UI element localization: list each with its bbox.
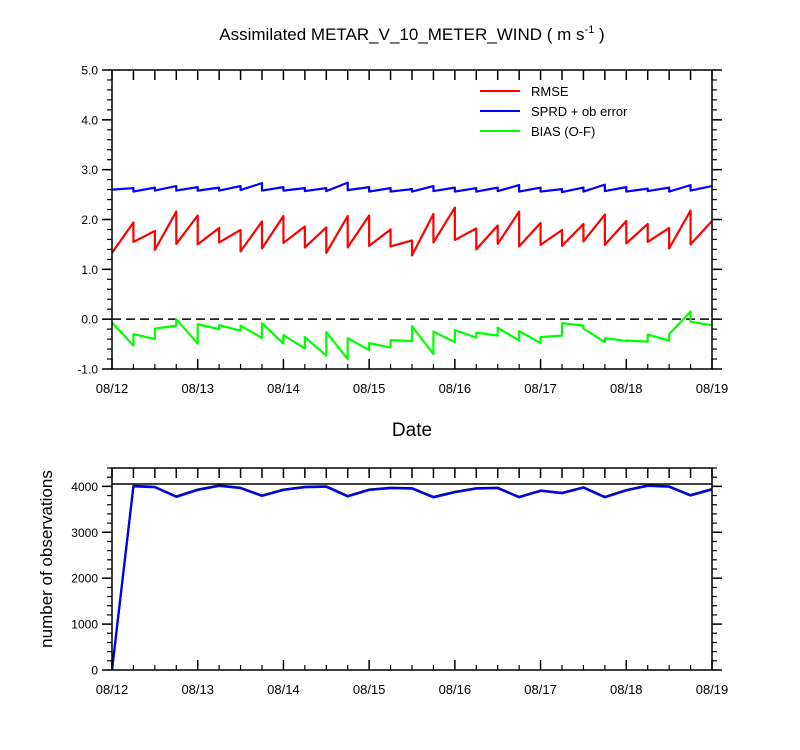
x-tick-label: 08/19 <box>696 682 729 697</box>
plot-frame <box>111 467 713 671</box>
y-tick-label: 1.0 <box>81 263 98 277</box>
bias-rmse-chart: Assimilated METAR_V_10_METER_WIND ( m s-… <box>77 24 728 441</box>
series-line-1 <box>111 206 713 257</box>
y-tick-label: 4000 <box>71 480 98 494</box>
y-tick-label: 5.0 <box>81 64 98 78</box>
y-tick-label: 2000 <box>71 572 98 586</box>
x-tick-label: 08/12 <box>96 381 129 396</box>
y-tick-label: 2.0 <box>81 213 98 227</box>
observations-chart: 08/12 08/13 08/14 08/15 08/16 08/17 08/18 08/19… <box>37 467 729 697</box>
x-tick-label: 08/19 <box>696 381 729 396</box>
series-line-2 <box>110 484 713 671</box>
legend: RMSE SPRD + ob error BIAS (O-F) <box>480 84 628 139</box>
y-tick-label: 0 <box>91 664 98 678</box>
legend-label: BIAS (O-F) <box>531 124 595 139</box>
y-axis-label: number of observations <box>37 470 56 648</box>
x-axis-label: Date <box>392 420 432 441</box>
y-tick-label: 0.0 <box>81 313 98 327</box>
x-tick-label: 08/18 <box>610 682 643 697</box>
y-tick-label: 1000 <box>71 618 98 632</box>
chart-title: Assimilated METAR_V_10_METER_WIND ( m s-… <box>219 24 604 44</box>
x-tick-label: 08/14 <box>267 381 300 396</box>
x-tick-label: 08/17 <box>524 381 557 396</box>
x-tick-label: 08/13 <box>181 381 214 396</box>
legend-label: SPRD + ob error <box>531 104 628 119</box>
x-tick-label: 08/16 <box>439 682 472 697</box>
x-tick-label: 08/15 <box>353 682 386 697</box>
x-tick-label: 08/17 <box>524 682 557 697</box>
y-tick-label: 4.0 <box>81 113 98 127</box>
series-line-2 <box>111 181 713 194</box>
series-line-3 <box>111 310 713 361</box>
y-tick-label: 3000 <box>71 526 98 540</box>
x-tick-label: 08/14 <box>267 682 300 697</box>
x-tick-label: 08/12 <box>96 682 129 697</box>
series-line-1 <box>110 484 713 671</box>
x-tick-label: 08/18 <box>610 381 643 396</box>
y-tick-label: -1.0 <box>77 363 98 377</box>
legend-label: RMSE <box>531 84 569 99</box>
x-tick-label: 08/13 <box>181 682 214 697</box>
y-tick-label: 3.0 <box>81 163 98 177</box>
x-tick-label: 08/15 <box>353 381 386 396</box>
x-tick-label: 08/16 <box>439 381 472 396</box>
